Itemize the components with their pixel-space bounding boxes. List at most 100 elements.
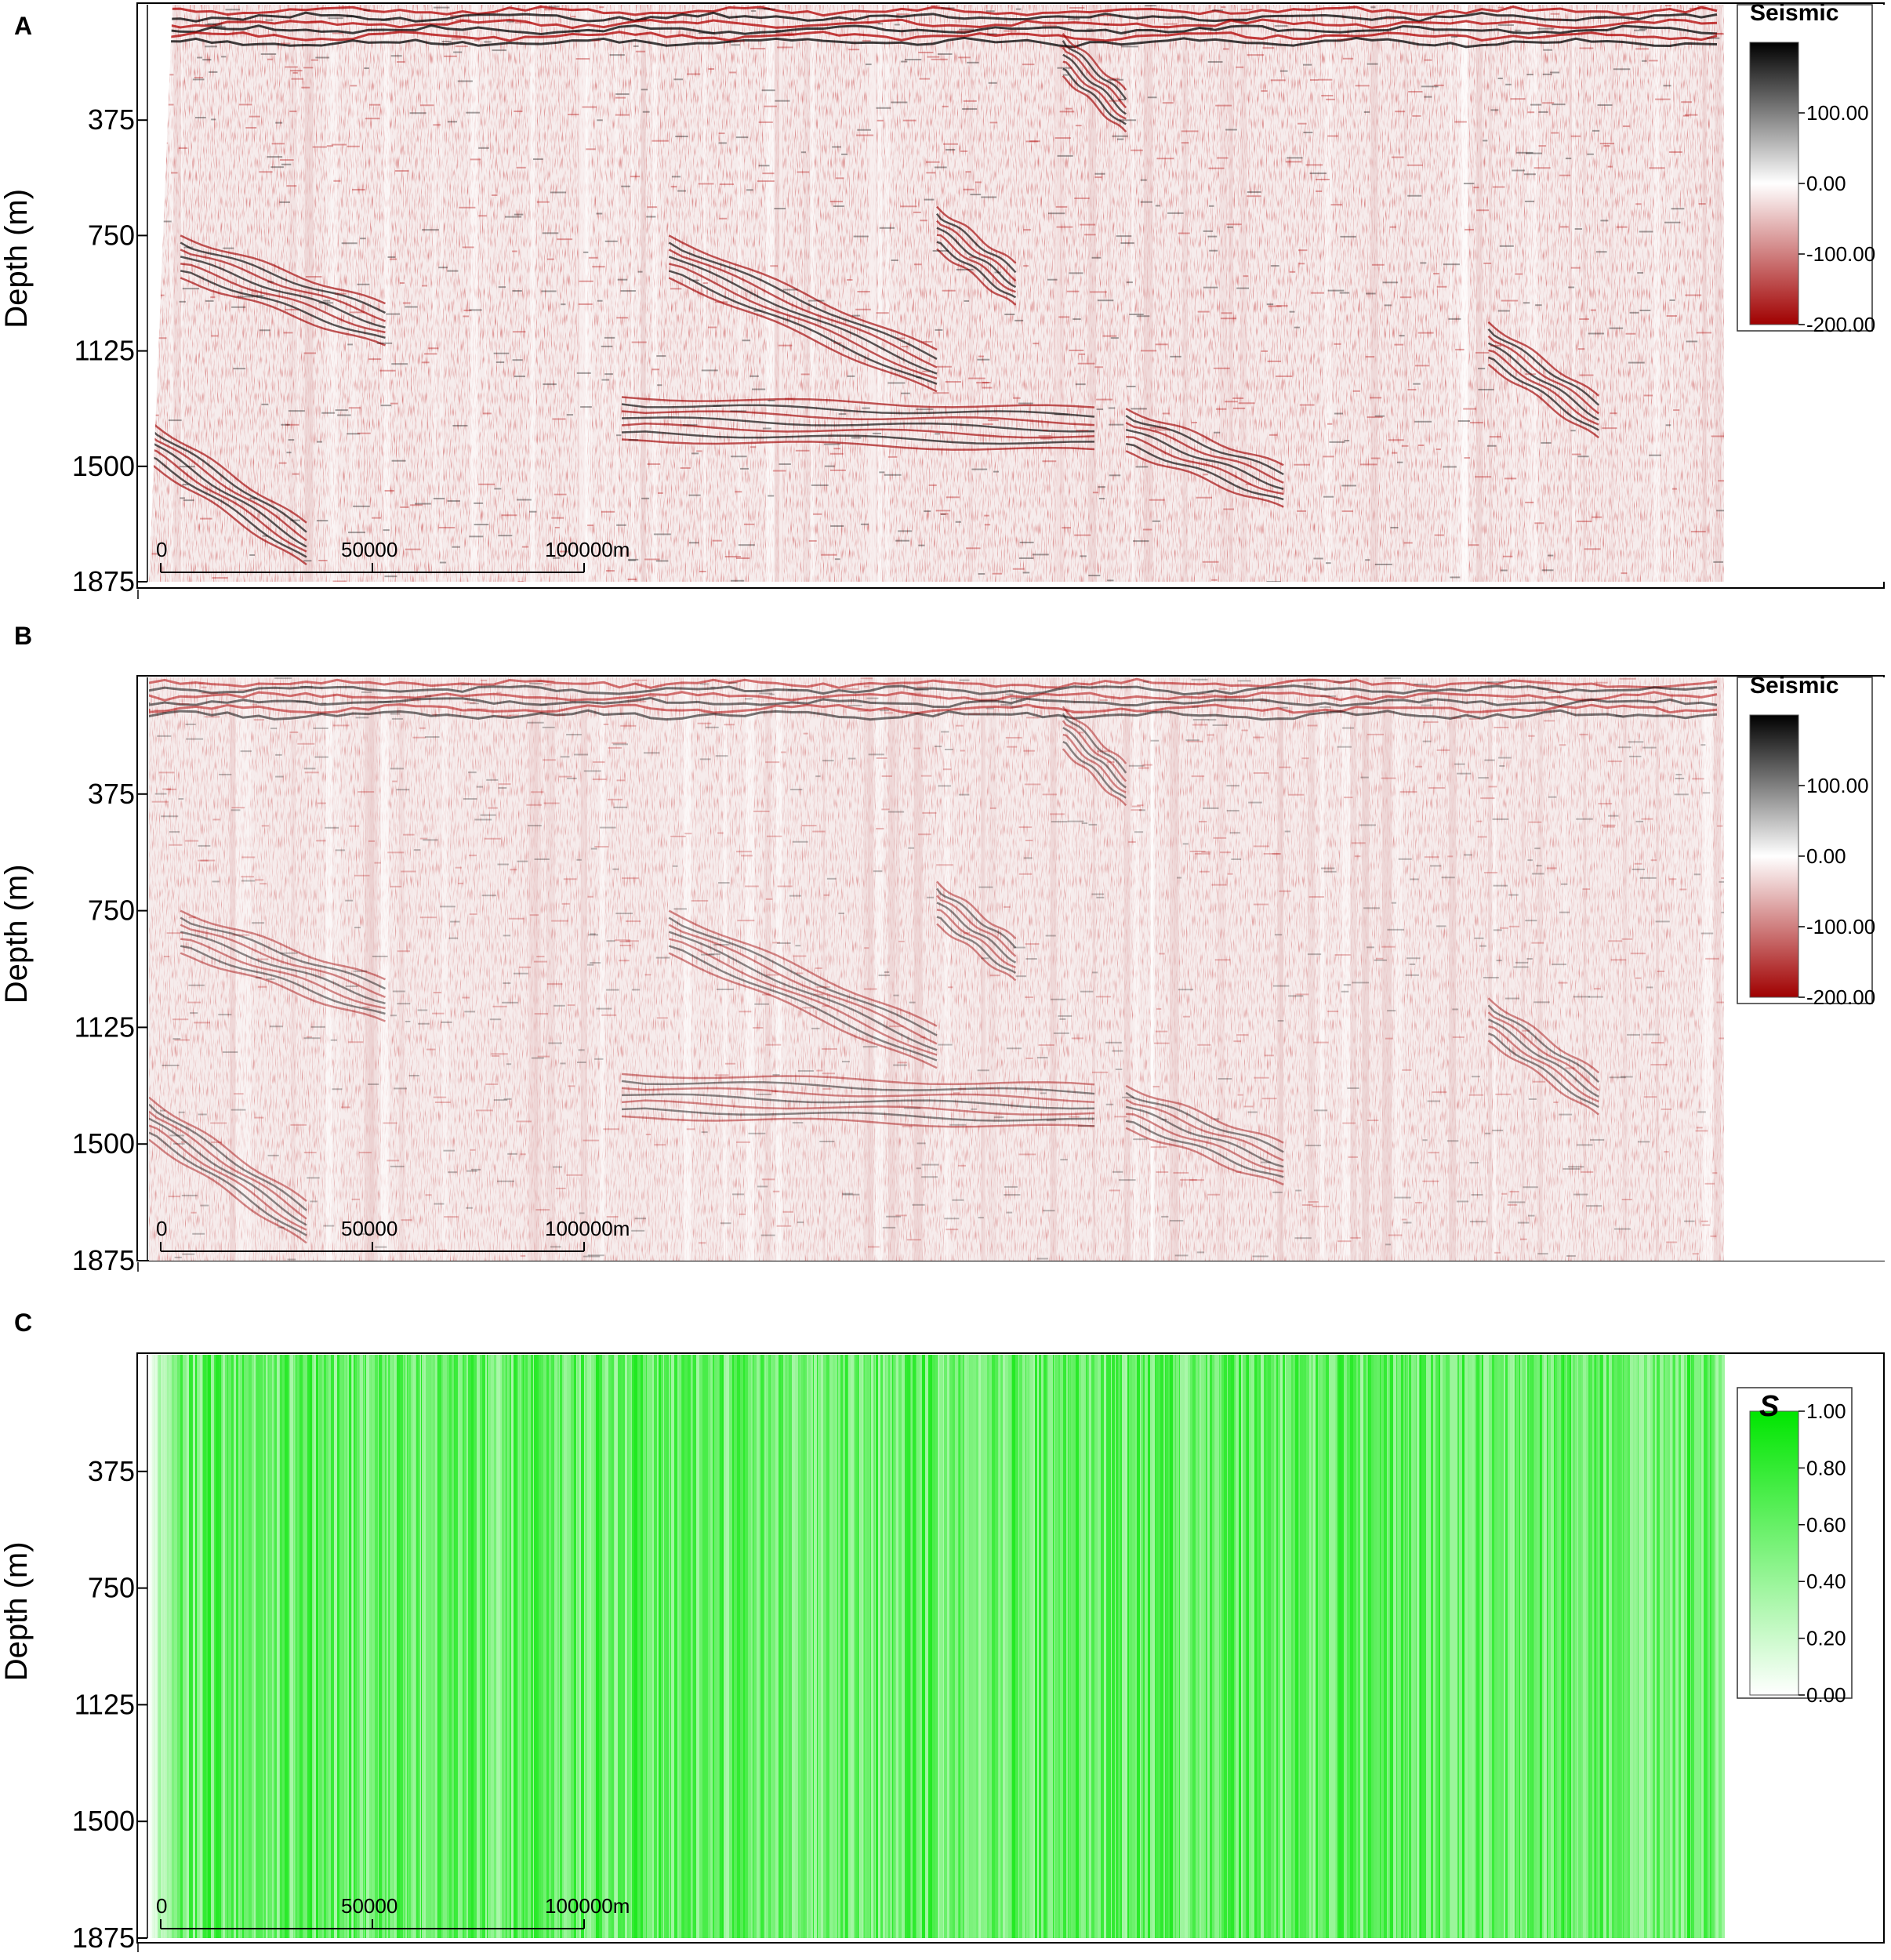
coherence-stripe [922,1355,926,1938]
coherence-stripe [1439,1355,1440,1938]
trace-band [776,677,782,1261]
coherence-stripe [1063,1355,1067,1938]
wavelet [314,756,328,758]
wavelet [507,1152,517,1155]
wavelet [1476,820,1483,822]
wavelet [1351,842,1366,844]
wavelet [1619,677,1636,680]
coherence-stripe [1035,1355,1037,1938]
coherence-stripe [1567,1355,1570,1938]
wavelet [1071,712,1083,714]
wavelet [259,329,270,332]
wavelet [745,885,759,887]
wavelet [1229,832,1240,834]
wavelet [1126,281,1133,284]
coherence-stripe [1497,1355,1501,1938]
coherence-stripe [792,1355,796,1938]
wavelet [419,916,437,919]
wavelet [433,497,445,499]
wavelet [953,1092,960,1094]
coherence-stripe [1606,1355,1610,1938]
coherence-stripe [405,1355,406,1938]
wavelet [1131,809,1142,811]
coherence-stripe [412,1355,413,1938]
wavelet [323,1225,335,1227]
wavelet [1042,793,1058,796]
coherence-stripe [826,1355,830,1938]
wavelet [178,1111,185,1113]
wavelet [192,1232,205,1235]
wavelet [1013,397,1021,399]
wavelet [876,312,889,314]
wavelet [1327,1011,1339,1013]
seafloor-reflector [149,677,1718,689]
coherence-stripe [1366,1355,1369,1938]
reflector [1062,47,1127,109]
coherence-stripe [1701,1355,1704,1938]
wavelet [1674,793,1689,796]
coherence-stripe [594,1355,597,1938]
colorbar-tick-label: 0.80 [1806,1456,1846,1479]
wavelet [1015,8,1022,10]
wavelet [1043,1210,1055,1212]
wavelet [1233,20,1247,22]
wavelet [447,500,460,503]
wavelet [627,578,637,580]
coherence-stripe [1329,1355,1333,1938]
y-tick-label: 1500 [72,1127,135,1160]
coherence-stripe [1241,1355,1243,1938]
wavelet [301,86,310,89]
wavelet [1577,348,1585,350]
wavelet [1203,286,1218,289]
coherence-stripe [1012,1355,1016,1938]
coherence-stripe [722,1355,724,1938]
wavelet [1236,66,1244,68]
wavelet [568,114,579,116]
coherence-stripe [1664,1355,1665,1938]
reflector [1062,40,1127,100]
trace-band [470,5,478,582]
wavelet [1042,24,1057,27]
wavelet [985,10,995,13]
coherence-stripe [682,1355,685,1938]
wavelet [1162,102,1174,104]
coherence-stripe [748,1355,752,1938]
coherence-stripe [1472,1355,1475,1938]
wavelet [738,544,755,546]
wavelet [1094,366,1104,368]
wavelet [764,8,776,10]
wavelet [1218,1078,1232,1080]
wavelet [553,1166,563,1168]
wavelet [1595,251,1607,253]
reflector [1126,435,1284,495]
trace-band [1182,5,1188,582]
wavelet [498,286,506,289]
wavelet [289,731,299,734]
reflector [149,1124,307,1231]
wavelet [1054,413,1069,416]
coherence-stripe [1320,1355,1323,1938]
wavelet [876,827,884,829]
wavelet [517,499,532,501]
wavelet [648,695,657,698]
wavelet [730,456,747,458]
wavelet [655,560,669,562]
wavelet [1059,1018,1066,1020]
coherence-stripe [1573,1355,1576,1938]
wavelet [1181,142,1189,144]
coherence-stripe [564,1355,568,1938]
coherence-stripe [481,1355,483,1938]
wavelet [964,299,970,302]
coherence-stripe [1170,1355,1174,1938]
coherence-stripe [364,1355,365,1938]
wavelet [533,960,548,963]
wavelet [592,779,607,781]
coherence-stripe [1450,1355,1452,1938]
wavelet [1592,516,1602,518]
wavelet [1094,176,1102,179]
reflector [180,952,386,1022]
wavelet [1579,374,1594,376]
wavelet [1692,778,1704,780]
coherence-stripe [252,1355,254,1938]
wavelet [1253,903,1269,906]
